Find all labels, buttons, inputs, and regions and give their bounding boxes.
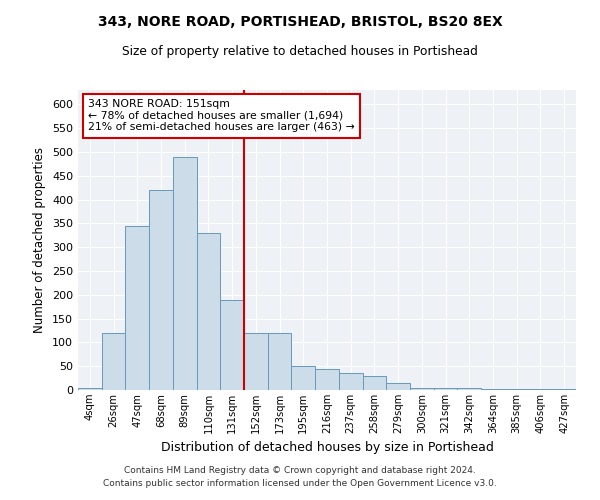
Text: Contains HM Land Registry data © Crown copyright and database right 2024.
Contai: Contains HM Land Registry data © Crown c… xyxy=(103,466,497,487)
Bar xyxy=(457,388,481,390)
Bar xyxy=(149,190,173,390)
Text: 343 NORE ROAD: 151sqm
← 78% of detached houses are smaller (1,694)
21% of semi-d: 343 NORE ROAD: 151sqm ← 78% of detached … xyxy=(88,99,355,132)
Text: 343, NORE ROAD, PORTISHEAD, BRISTOL, BS20 8EX: 343, NORE ROAD, PORTISHEAD, BRISTOL, BS2… xyxy=(98,15,502,29)
Bar xyxy=(362,376,386,390)
Bar xyxy=(505,388,529,390)
Bar xyxy=(529,389,552,390)
Bar xyxy=(197,233,220,390)
Bar xyxy=(268,333,292,390)
Bar xyxy=(552,389,576,390)
Bar xyxy=(481,388,505,390)
Bar xyxy=(125,226,149,390)
Bar xyxy=(173,156,197,390)
Bar xyxy=(244,333,268,390)
Bar xyxy=(386,383,410,390)
Bar xyxy=(220,300,244,390)
Bar xyxy=(339,374,362,390)
Text: Size of property relative to detached houses in Portishead: Size of property relative to detached ho… xyxy=(122,45,478,58)
Bar xyxy=(78,388,102,390)
Bar xyxy=(410,388,434,390)
Bar xyxy=(102,333,125,390)
Bar xyxy=(292,366,315,390)
Y-axis label: Number of detached properties: Number of detached properties xyxy=(34,147,46,333)
X-axis label: Distribution of detached houses by size in Portishead: Distribution of detached houses by size … xyxy=(161,442,493,454)
Bar xyxy=(315,368,339,390)
Bar xyxy=(434,388,457,390)
